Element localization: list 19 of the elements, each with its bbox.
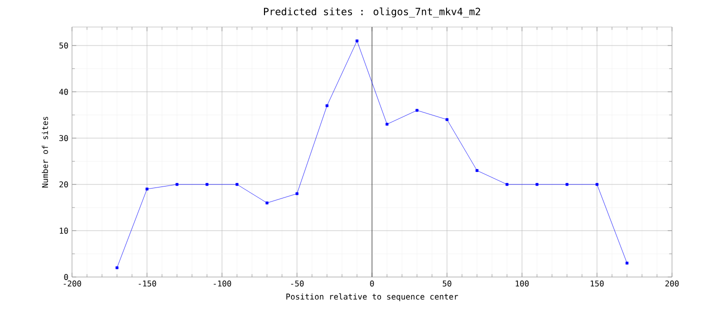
point [506,183,508,186]
point [326,104,328,108]
point [116,266,118,270]
point [626,262,628,265]
point [446,118,448,121]
point [566,183,568,186]
point [596,183,598,186]
chart-title: Predicted sites : oligos_7nt_mkv4_m2 [264,8,480,18]
point [416,108,418,112]
point [386,122,388,126]
point [146,188,148,190]
point [176,183,178,186]
point [296,192,298,196]
point [266,202,268,204]
point [476,169,478,172]
point [206,183,208,186]
point [236,183,238,186]
point [356,39,358,42]
point [536,183,538,186]
